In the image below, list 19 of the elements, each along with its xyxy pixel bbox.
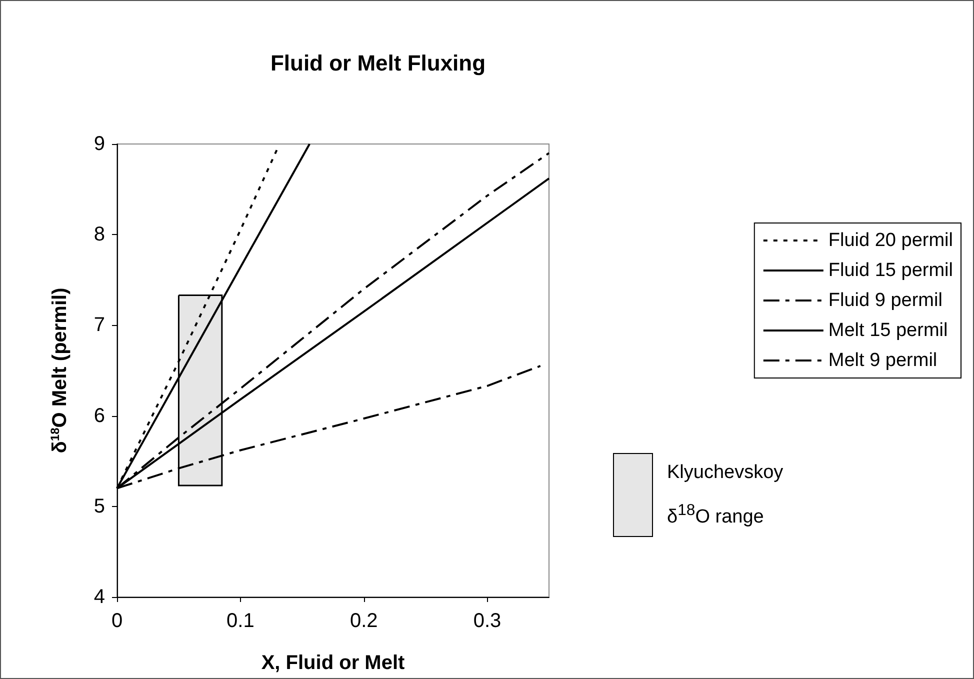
x-tick-label: 0	[111, 610, 123, 632]
y-tick-label: 6	[94, 404, 105, 427]
text: Klyuchevskoy δ$^{18}$O range	[667, 462, 784, 528]
y-tick-label: 5	[94, 495, 105, 518]
y-tick-label: 9	[94, 133, 105, 155]
x-tick-label: 0.2	[350, 610, 378, 632]
x-axis-title: X, Fluid or Melt	[261, 652, 405, 674]
chart-title: Fluid or Melt Fluxing	[270, 50, 486, 76]
x-tick-label: 0.3	[473, 610, 502, 632]
legend-label: Melt 9 permil	[828, 350, 938, 371]
y-tick-label: 7	[94, 314, 105, 336]
y-tick-label: 8	[94, 224, 105, 246]
legend-label: Fluid 9 permil	[828, 290, 942, 311]
legend-label: Fluid 20 permil	[828, 230, 954, 251]
legend-label: Melt 15 permil	[828, 320, 948, 341]
y-tick-label: 4	[94, 586, 105, 608]
y-axis-title: δ18O Melt (permil)	[48, 288, 71, 454]
x-tick-label: 0.1	[226, 610, 254, 632]
legend-label: Fluid 15 permil	[828, 260, 954, 281]
